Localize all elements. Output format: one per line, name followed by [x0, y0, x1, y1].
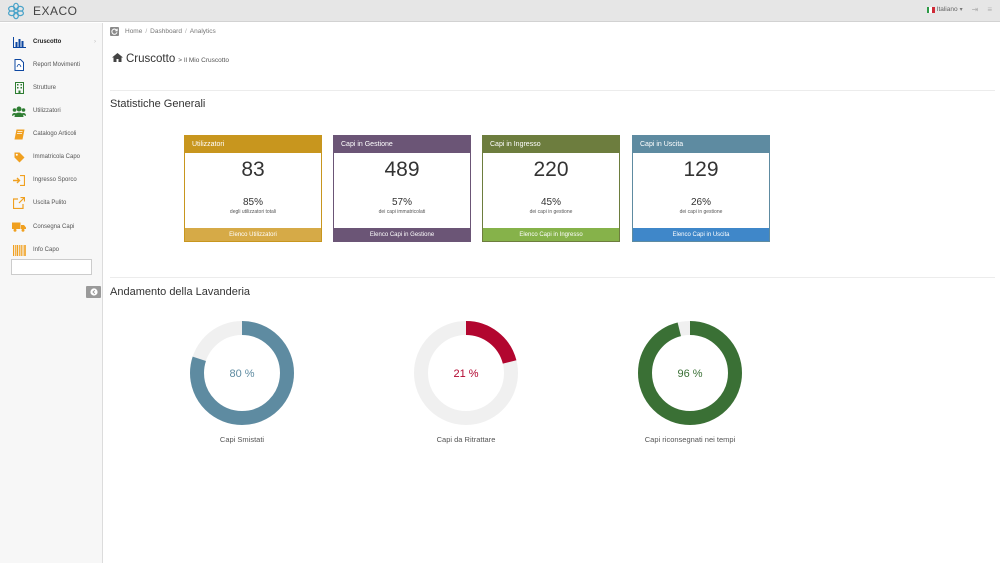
stat-card-description: dei capi in gestione [679, 209, 723, 215]
chevron-down-icon: ▾ [959, 7, 963, 13]
stat-card-percent: 26% [690, 197, 711, 208]
sidebar-item-cruscotto[interactable]: Cruscotto › [0, 32, 102, 52]
page-subtitle: > Il Mio Cruscotto [178, 57, 229, 64]
flower-logo-icon [8, 2, 25, 20]
breadcrumb-home[interactable]: Home [125, 28, 143, 35]
exit-icon[interactable]: ⇥ [971, 5, 979, 14]
building-icon [12, 82, 26, 94]
users-icon [12, 105, 26, 117]
gauge-arc [190, 321, 294, 425]
stat-card-percent: 57% [391, 197, 412, 208]
gauge-value: 80 % [229, 368, 254, 380]
section-title-stats: Statistiche Generali [110, 98, 206, 110]
stat-card-link[interactable]: Elenco Capi in Uscita [633, 228, 769, 241]
gauge-label: Capi Smistati [219, 435, 265, 444]
sidebar-item-label: Immatricola Capo [33, 154, 81, 160]
gauge-label: Capi da Ritrattare [436, 435, 496, 444]
gauge-label: Capi riconsegnati nei tempi [644, 435, 736, 444]
sidebar-item-label: Report Movimenti [33, 62, 81, 68]
menu-icon[interactable]: ≡ [987, 5, 992, 14]
stat-card-capi-in-gestione: Capi in Gestione 489 57% dei capi immatr… [333, 135, 471, 242]
external-link-icon [12, 197, 26, 209]
divider [110, 90, 995, 91]
breadcrumb-dashboard[interactable]: Dashboard [150, 28, 182, 35]
gauge-value: 21 % [453, 368, 478, 380]
refresh-icon[interactable] [110, 27, 119, 36]
book-icon [12, 128, 26, 140]
gauge-value: 96 % [677, 368, 702, 380]
collapse-circle-icon [89, 288, 98, 296]
stat-card-description: degli utilizzatori totali [229, 209, 277, 215]
stat-card-link[interactable]: Elenco Capi in Ingresso [483, 228, 619, 241]
tag-icon [12, 151, 26, 163]
brand-name: EXACO [33, 4, 78, 18]
stat-card-utilizzatori: Utilizzatori 83 85% degli utilizzatori t… [184, 135, 322, 242]
divider [110, 277, 995, 278]
stat-card-value: 83 [241, 158, 265, 181]
breadcrumb-analytics[interactable]: Analytics [189, 28, 216, 35]
page-header: Cruscotto > Il Mio Cruscotto [112, 53, 229, 65]
sidebar-item-label: Catalogo Articoli [33, 131, 77, 137]
chevron-right-icon: › [94, 39, 96, 45]
breadcrumb: Home / Dashboard / Analytics [110, 27, 216, 36]
sidebar: Cruscotto › Report Movimenti Strutture U… [0, 23, 103, 563]
truck-icon [12, 221, 26, 233]
stat-card-value: 220 [533, 158, 569, 181]
barcode-icon [12, 244, 26, 256]
sidebar-item-ingresso-sporco[interactable]: Ingresso Sporco [0, 170, 102, 190]
stat-card-description: dei capi immatricolati [378, 209, 426, 215]
section-title-trend: Andamento della Lavanderia [110, 286, 251, 298]
stat-card-link[interactable]: Elenco Utilizzatori [185, 228, 321, 241]
sidebar-item-label: Strutture [33, 85, 57, 91]
breadcrumb-separator: / [184, 28, 187, 35]
sidebar-item-strutture[interactable]: Strutture [0, 78, 102, 98]
sidebar-item-label: Utilizzatori [33, 108, 61, 114]
sidebar-item-uscita-pulito[interactable]: Uscita Pulito [0, 193, 102, 213]
language-selector[interactable]: Italiano [936, 6, 958, 13]
breadcrumb-separator: / [145, 28, 148, 35]
gauge-capi-smistati: 80 % [190, 321, 294, 425]
sidebar-item-immatricola-capo[interactable]: Immatricola Capo [0, 147, 102, 167]
gauge-arc [638, 321, 742, 425]
top-right-toolbar: Italiano ▾ ⇥ ≡ [926, 5, 992, 14]
gauge-capi-riconsegnati: 96 % [638, 321, 742, 425]
sidebar-item-report-movimenti[interactable]: Report Movimenti [0, 55, 102, 75]
gauge-arc [414, 321, 518, 425]
sidebar-collapse-button[interactable] [86, 286, 101, 298]
italian-flag-icon [926, 6, 935, 13]
sidebar-item-label: Cruscotto [33, 39, 62, 45]
stat-card-link[interactable]: Elenco Capi in Gestione [334, 228, 470, 241]
sidebar-item-label: Ingresso Sporco [33, 177, 77, 183]
sidebar-item-catalogo-articoli[interactable]: Catalogo Articoli [0, 124, 102, 144]
sidebar-item-info-capo[interactable]: Info Capo [0, 240, 102, 260]
sidebar-item-label: Uscita Pulito [33, 200, 67, 206]
sign-in-icon [12, 174, 26, 186]
page-title: Cruscotto [126, 53, 176, 65]
sidebar-item-label: Consegna Capi [33, 224, 75, 230]
stat-card-title: Capi in Gestione [334, 136, 470, 153]
gauge-capi-da-ritrattare: 21 % [414, 321, 518, 425]
stat-card-title: Capi in Uscita [633, 136, 769, 153]
stat-card-percent: 85% [242, 197, 263, 208]
brand[interactable]: EXACO [6, 2, 78, 20]
sidebar-search-input[interactable] [11, 259, 92, 275]
stat-card-title: Capi in Ingresso [483, 136, 619, 153]
stat-card-capi-in-ingresso: Capi in Ingresso 220 45% dei capi in ges… [482, 135, 620, 242]
sidebar-item-label: Info Capo [33, 247, 60, 253]
stat-card-title: Utilizzatori [185, 136, 321, 153]
sidebar-item-utilizzatori[interactable]: Utilizzatori [0, 101, 102, 121]
bar-chart-icon [12, 36, 26, 48]
stat-card-description: dei capi in gestione [529, 209, 573, 215]
stat-card-value: 129 [683, 158, 719, 181]
sidebar-item-consegna-capi[interactable]: Consegna Capi [0, 217, 102, 237]
home-icon [112, 53, 123, 62]
stat-card-percent: 45% [540, 197, 561, 208]
top-bar: EXACO Italiano ▾ ⇥ ≡ [0, 0, 1000, 22]
stat-card-capi-in-uscita: Capi in Uscita 129 26% dei capi in gesti… [632, 135, 770, 242]
main-content: Home / Dashboard / Analytics Cruscotto >… [103, 23, 1000, 563]
stat-card-value: 489 [384, 158, 420, 181]
pdf-file-icon [12, 59, 26, 71]
